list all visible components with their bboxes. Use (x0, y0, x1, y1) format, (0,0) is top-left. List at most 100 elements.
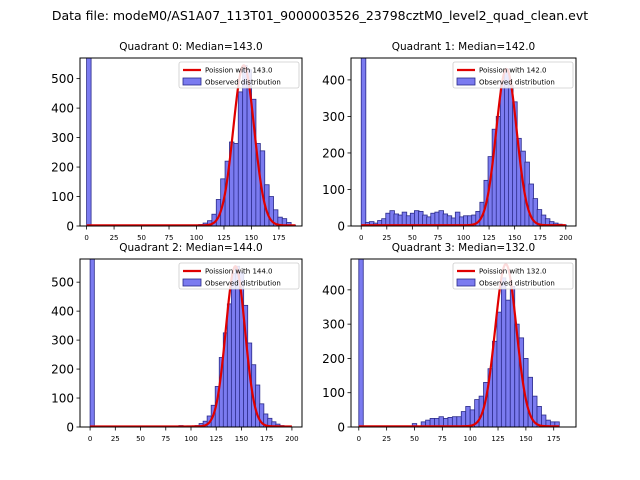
legend-bar-swatch (182, 278, 202, 287)
x-tick-label: 100 (463, 435, 476, 443)
x-tick-label: 200 (559, 234, 572, 242)
x-tick-label: 75 (165, 234, 174, 242)
x-tick-label: 50 (137, 234, 146, 242)
x-tick-label: 25 (382, 234, 391, 242)
histogram-bar (500, 277, 507, 427)
x-tick-label: 25 (110, 234, 119, 242)
histogram-bar (554, 421, 560, 427)
plot-area (358, 259, 560, 427)
y-tick-label: 100 (322, 386, 345, 400)
x-tick-label: 50 (408, 234, 417, 242)
y-tick-label: 400 (322, 73, 345, 87)
y-tick-label: 300 (322, 318, 345, 332)
x-tick-label: 175 (547, 435, 560, 443)
x-tick-label: 50 (136, 435, 145, 443)
y-tick-label: 200 (51, 161, 74, 175)
histogram-bar (237, 91, 244, 226)
legend-label-fit: Poission with 143.0 (205, 67, 273, 75)
histogram-bar (460, 411, 467, 427)
axes-frame (350, 258, 577, 428)
histogram-bar (505, 299, 511, 427)
subplot-title: Quadrant 1: Median=142.0 (392, 41, 535, 53)
legend-box (178, 61, 300, 89)
x-tick-label: 175 (260, 435, 273, 443)
histogram-bar (86, 58, 92, 226)
x-tick-label: 75 (438, 435, 447, 443)
y-tick-label: 200 (51, 363, 74, 377)
histogram-bar (234, 265, 241, 427)
x-tick-label: 50 (410, 435, 419, 443)
figure-suptitle: Data file: modeM0/AS1A07_113T01_90000035… (52, 8, 588, 23)
x-tick-label: 125 (482, 234, 495, 242)
y-tick-label: 0 (66, 421, 74, 435)
x-tick-label: 200 (285, 435, 298, 443)
y-tick-label: 0 (337, 220, 345, 234)
subplot-title: Quadrant 3: Median=132.0 (392, 242, 535, 254)
x-tick-label: 175 (272, 234, 285, 242)
legend-bar-swatch (456, 77, 476, 86)
x-tick-label: 0 (357, 435, 361, 443)
x-tick-label: 125 (217, 234, 230, 242)
subplot-quadrant-0: 0 25 50 75 100 125 150 175 0 100 200 300 400 500 Quadr… (51, 41, 303, 242)
histogram-bar (230, 273, 237, 427)
histogram-bar (89, 259, 95, 427)
plot-area (89, 259, 292, 427)
x-tick-label: 0 (359, 234, 363, 242)
legend-bar-swatch (456, 278, 476, 287)
x-tick-label: 150 (245, 234, 258, 242)
histogram-bar (496, 311, 502, 427)
legend-box (178, 262, 300, 290)
legend-label-observed: Observed distribution (205, 79, 281, 87)
legend-label-observed: Observed distribution (205, 280, 281, 288)
y-tick-label: 0 (337, 421, 345, 435)
x-tick-label: 125 (491, 435, 504, 443)
subplot-title: Quadrant 0: Median=143.0 (119, 41, 262, 53)
legend: Poission with 132.0 Observed distribution (452, 262, 574, 290)
y-tick-label: 0 (66, 220, 74, 234)
histogram-bar (465, 406, 471, 427)
x-tick-label: 100 (184, 435, 197, 443)
x-tick-label: 175 (534, 234, 547, 242)
poisson-fit-line (358, 262, 560, 427)
y-tick-label: 200 (322, 146, 345, 160)
legend: Poission with 144.0 Observed distribution (178, 262, 300, 290)
x-tick-label: 100 (457, 234, 470, 242)
y-tick-label: 500 (51, 72, 74, 86)
histogram-bar (233, 143, 239, 226)
poisson-fit-line (86, 64, 296, 226)
legend-label-observed: Observed distribution (479, 280, 555, 288)
y-tick-label: 500 (51, 276, 74, 290)
legend-label-observed: Observed distribution (479, 79, 555, 87)
y-tick-label: 300 (51, 334, 74, 348)
legend-box (452, 61, 574, 89)
histogram-bar (226, 303, 232, 427)
y-tick-label: 400 (51, 305, 74, 319)
subplot-grid: 0 25 50 75 100 125 150 1750100200300400500Quadr… (51, 41, 577, 443)
x-tick-label: 75 (433, 234, 442, 242)
x-tick-label: 125 (210, 435, 223, 443)
x-tick-label: 100 (190, 234, 203, 242)
x-tick-label: 25 (111, 435, 120, 443)
x-tick-label: 25 (382, 435, 391, 443)
legend-label-fit: Poission with 132.0 (479, 268, 547, 276)
y-tick-label: 100 (51, 190, 74, 204)
x-tick-label: 150 (235, 435, 248, 443)
plot-area (360, 58, 567, 226)
axes-frame (79, 57, 303, 227)
legend-label-fit: Poission with 144.0 (205, 268, 273, 276)
x-tick-label: 75 (161, 435, 170, 443)
histogram-bar (360, 58, 367, 226)
subplot-quadrant-1: 0 25 50 75 100 125 150 175 200 0 100 200 300 400 Quadr… (322, 41, 577, 242)
x-tick-label: 0 (88, 435, 92, 443)
y-tick-label: 100 (51, 392, 74, 406)
y-tick-label: 200 (322, 352, 345, 366)
legend: Poission with 142.0 Observed distribution (452, 61, 574, 89)
y-tick-label: 300 (51, 131, 74, 145)
histogram-bar (286, 222, 292, 226)
poisson-fit-line (361, 67, 566, 226)
y-tick-label: 400 (322, 283, 345, 297)
legend-label-fit: Poission with 142.0 (479, 67, 547, 75)
legend-box (452, 262, 574, 290)
histogram-bar (358, 259, 364, 427)
